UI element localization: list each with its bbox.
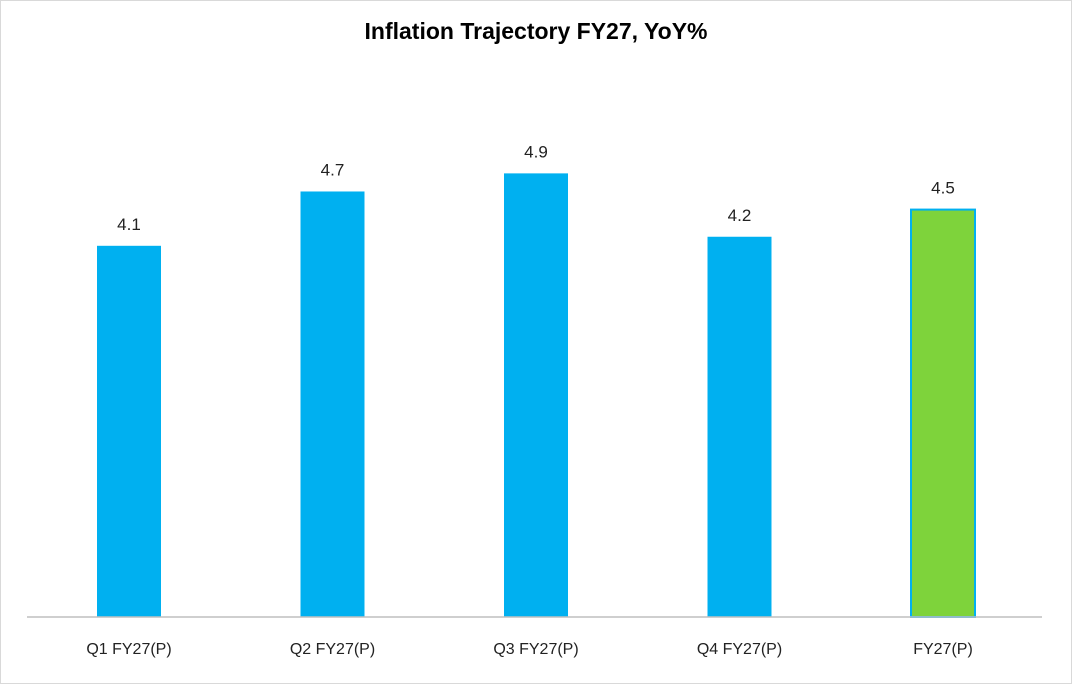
- tick-label-3: Q4 FY27(P): [697, 641, 782, 658]
- data-label-3: 4.2: [728, 206, 752, 225]
- data-label-0: 4.1: [117, 215, 141, 234]
- tick-labels-group: Q1 FY27(P) Q2 FY27(P) Q3 FY27(P) Q4 FY27(P)…: [86, 641, 972, 658]
- tick-label-4: FY27(P): [913, 641, 973, 658]
- bar-2: [504, 173, 568, 617]
- bar-1: [300, 191, 365, 617]
- bars-group: [97, 173, 976, 618]
- data-label-2: 4.9: [524, 142, 548, 161]
- bar-4: [910, 208, 976, 618]
- data-label-1: 4.7: [321, 160, 345, 179]
- data-labels-group: 4.1 4.7 4.9 4.2 4.5: [117, 142, 955, 233]
- tick-label-2: Q3 FY27(P): [493, 641, 578, 658]
- tick-label-1: Q2 FY27(P): [290, 641, 375, 658]
- data-label-4: 4.5: [931, 179, 955, 198]
- bar-0: [97, 245, 161, 617]
- chart-title: Inflation Trajectory FY27, YoY%: [364, 18, 708, 44]
- tick-label-0: Q1 FY27(P): [86, 641, 171, 658]
- bar-3: [707, 236, 772, 617]
